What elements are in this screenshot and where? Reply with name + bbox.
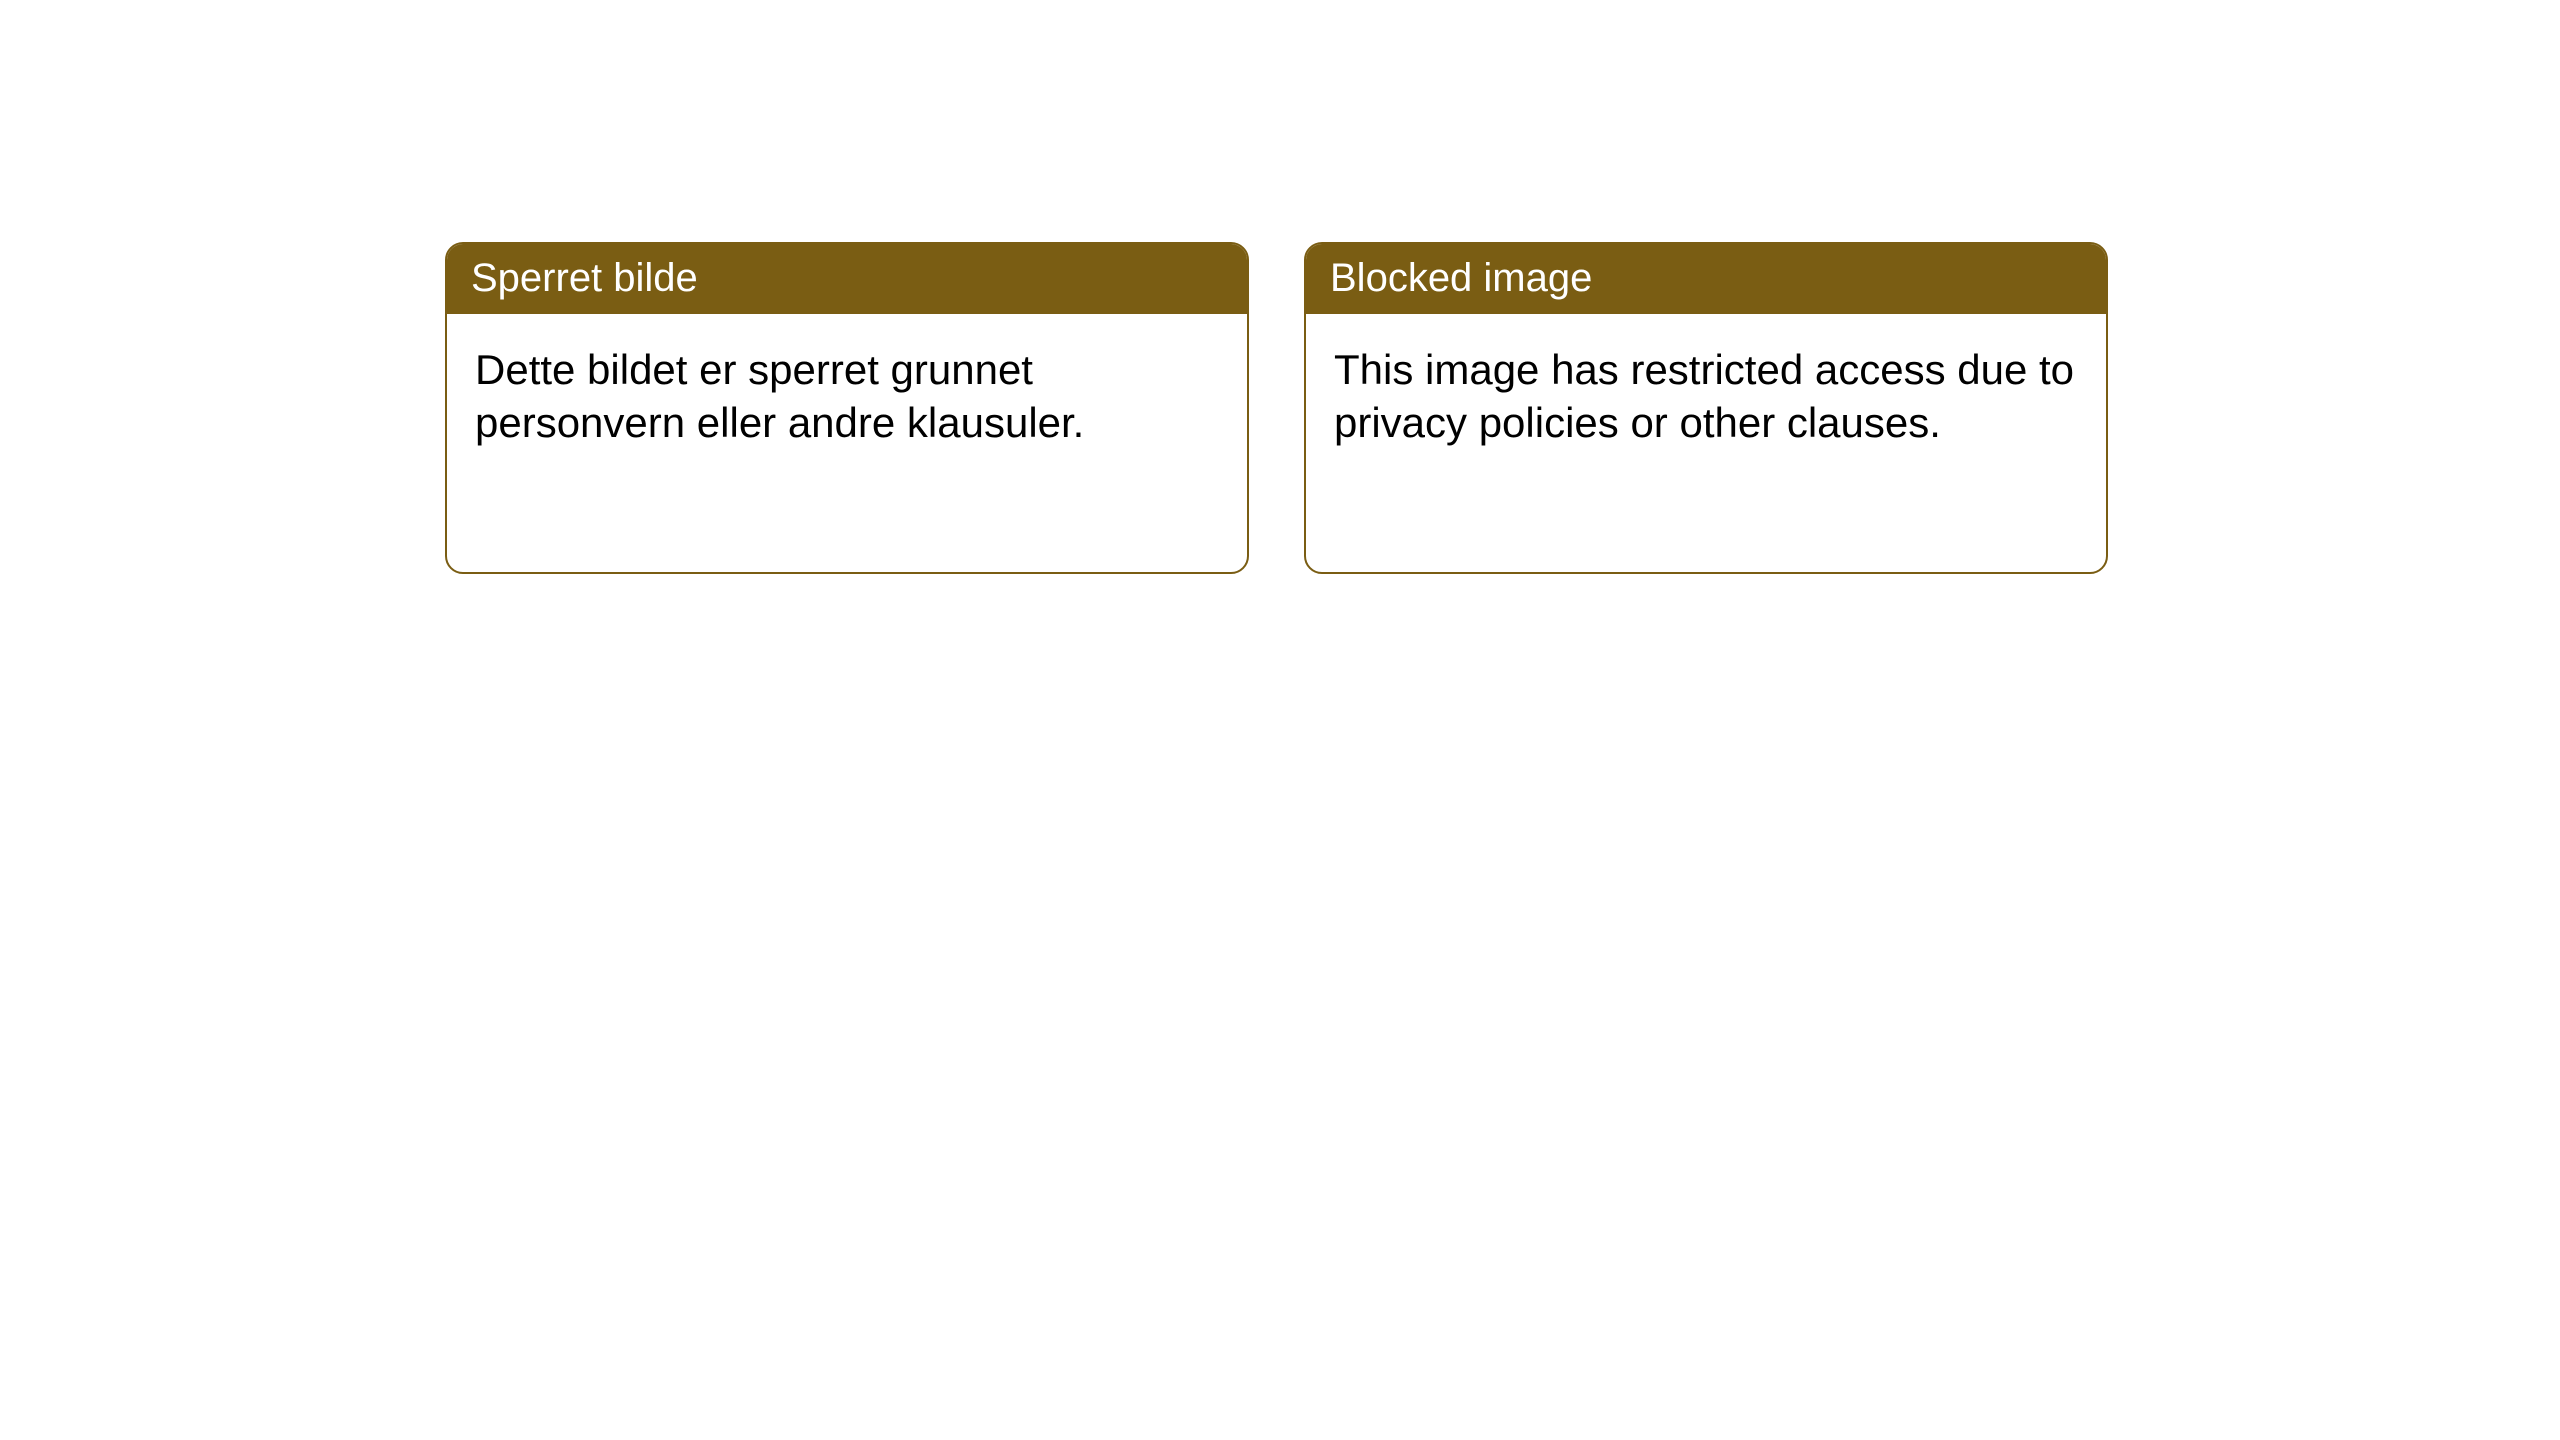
- notice-header: Blocked image: [1306, 244, 2106, 314]
- notice-body: Dette bildet er sperret grunnet personve…: [447, 314, 1247, 479]
- notice-container: Sperret bilde Dette bildet er sperret gr…: [0, 0, 2560, 574]
- notice-header: Sperret bilde: [447, 244, 1247, 314]
- notice-body: This image has restricted access due to …: [1306, 314, 2106, 479]
- notice-card-norwegian: Sperret bilde Dette bildet er sperret gr…: [445, 242, 1249, 574]
- notice-card-english: Blocked image This image has restricted …: [1304, 242, 2108, 574]
